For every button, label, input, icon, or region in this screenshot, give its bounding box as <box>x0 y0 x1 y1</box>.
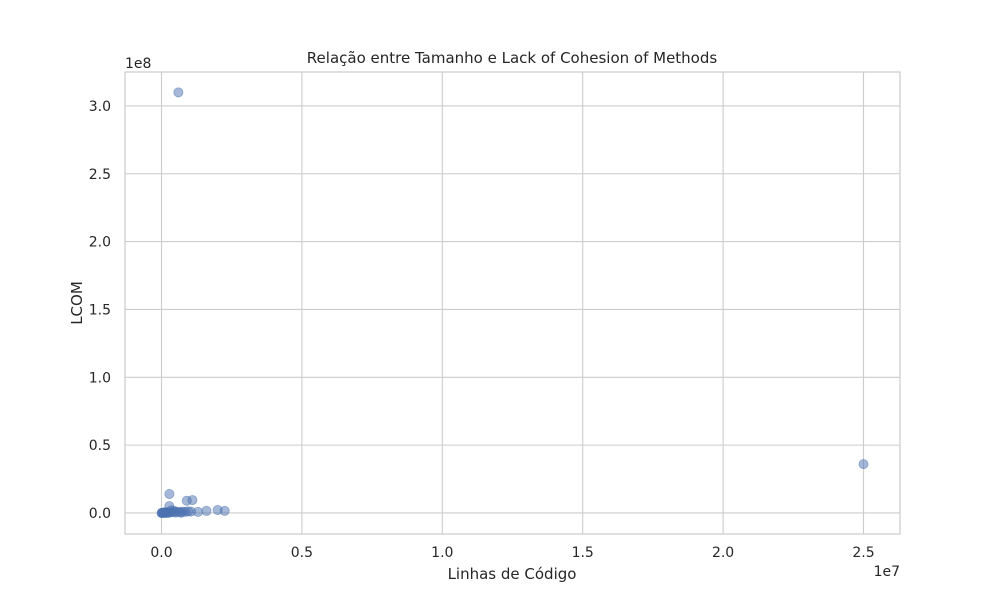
data-points <box>156 87 869 518</box>
plot-area <box>125 72 900 534</box>
y-offset-label: 1e8 <box>125 56 151 72</box>
y-tick-label: 2.5 <box>89 167 111 183</box>
y-axis-label: LCOM <box>68 281 86 325</box>
x-axis-label: Linhas de Código <box>448 565 577 583</box>
grid-lines <box>125 72 900 534</box>
y-tick-label: 1.5 <box>89 302 111 318</box>
data-point <box>219 505 230 516</box>
data-point <box>858 459 869 470</box>
data-point <box>173 87 184 98</box>
x-tick-labels: 0.0 0.5 1.0 1.5 2.0 2.5 <box>150 545 874 561</box>
data-point <box>161 507 172 518</box>
x-tick-label: 0.0 <box>150 545 172 561</box>
y-tick-label: 1.0 <box>89 370 111 386</box>
y-tick-labels: 0.0 0.5 1.0 1.5 2.0 2.5 3.0 <box>89 99 111 522</box>
x-tick-label: 2.5 <box>852 545 874 561</box>
data-point <box>181 495 192 506</box>
x-tick-label: 2.0 <box>712 545 734 561</box>
y-tick-label: 2.0 <box>89 235 111 251</box>
chart-title: Relação entre Tamanho e Lack of Cohesion… <box>307 49 718 67</box>
y-tick-label: 3.0 <box>89 99 111 115</box>
x-tick-label: 1.0 <box>431 545 453 561</box>
data-point <box>164 488 175 499</box>
x-offset-label: 1e7 <box>874 564 900 580</box>
y-tick-label: 0.5 <box>89 438 111 454</box>
data-point <box>176 507 187 518</box>
x-tick-label: 0.5 <box>291 545 313 561</box>
x-tick-label: 1.5 <box>572 545 594 561</box>
plot-frame <box>124 71 901 535</box>
y-tick-label: 0.0 <box>89 506 111 522</box>
data-point <box>201 505 212 516</box>
